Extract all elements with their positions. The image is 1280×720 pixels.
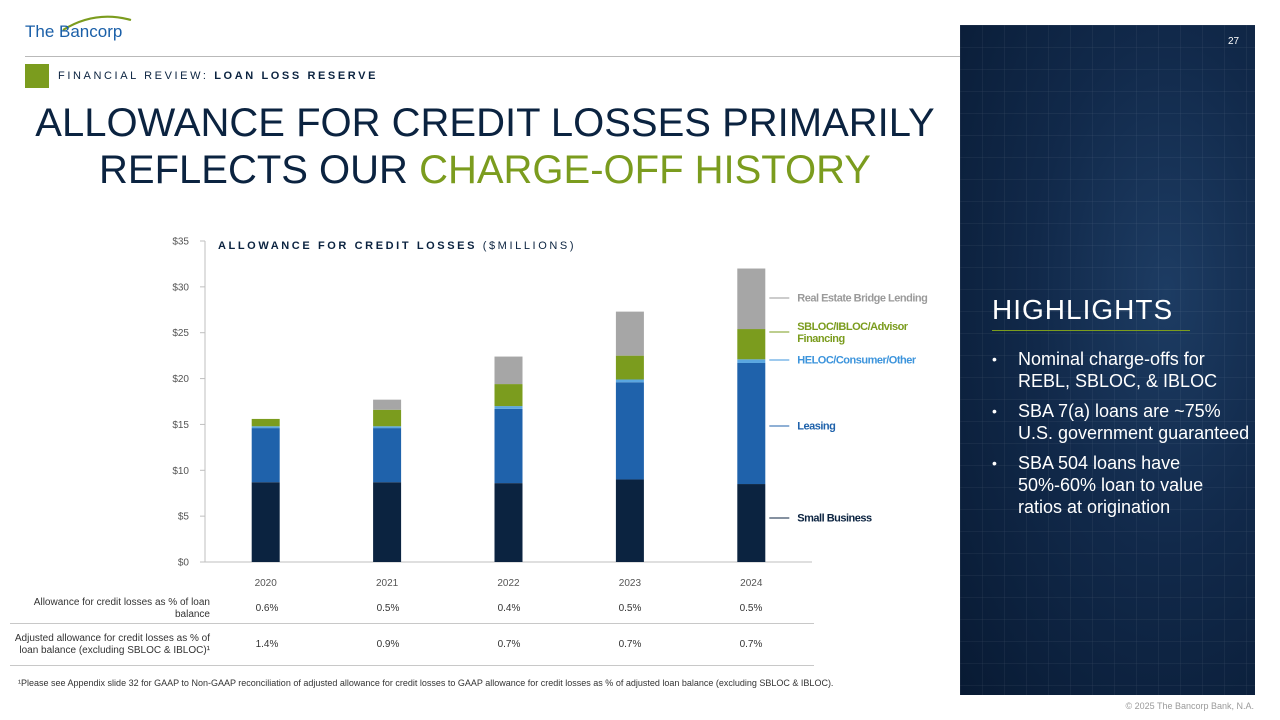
bar-segment <box>737 329 766 360</box>
table-row: Adjusted allowance for credit losses as … <box>10 624 814 666</box>
y-tick-label: $0 <box>178 558 190 569</box>
table-row-label: Allowance for credit losses as % of loan… <box>33 596 210 620</box>
bar-segment <box>737 362 766 485</box>
chart-title-main: ALLOWANCE FOR CREDIT LOSSES <box>218 240 483 252</box>
bar-segment <box>737 268 766 330</box>
legend-label: Small Business <box>797 513 872 525</box>
ratio-table: Allowance for credit losses as % of loan… <box>10 594 814 666</box>
bancorp-logo: The Bancorp <box>25 14 135 48</box>
bar-segment <box>615 479 644 562</box>
bar-segment <box>494 483 523 562</box>
table-cell: 0.9% <box>376 639 400 650</box>
table-cell: 0.5% <box>618 603 642 614</box>
bar-segment <box>615 355 644 380</box>
highlight-item: • SBA 504 loans have 50%-60% loan to valu… <box>990 452 1250 518</box>
highlights-title: HIGHLIGHTS <box>992 294 1174 325</box>
bar-segment <box>615 379 644 383</box>
bar-segment <box>494 408 523 484</box>
y-tick-label: $35 <box>172 237 189 248</box>
bar-segment <box>251 428 280 483</box>
footnote: ¹Please see Appendix slide 32 for GAAP t… <box>18 678 834 688</box>
section-label-bold: LOAN LOSS RESERVE <box>214 70 379 82</box>
chart-title-units: ($MILLIONS) <box>483 240 576 252</box>
y-tick-label: $5 <box>178 512 190 523</box>
section-label: FINANCIAL REVIEW: LOAN LOSS RESERVE <box>58 70 378 82</box>
bar-segment <box>615 311 644 356</box>
y-tick-label: $30 <box>172 282 189 293</box>
bar-segment <box>373 399 402 410</box>
page-title-highlight: CHARGE-OFF HISTORY <box>419 148 871 192</box>
highlight-item: • Nominal charge-offs for REBL, SBLOC, & … <box>990 348 1250 392</box>
section-label-prefix: FINANCIAL REVIEW: <box>58 70 215 82</box>
highlight-text: SBA 504 loans have 50%-60% loan to value… <box>1018 453 1204 517</box>
table-cell: 0.7% <box>497 639 521 650</box>
panel-background-pattern <box>960 25 1255 695</box>
bullet-icon: • <box>992 351 997 367</box>
table-cell: 0.7% <box>618 639 642 650</box>
page-number: 27 <box>1228 36 1240 47</box>
highlight-item: • SBA 7(a) loans are ~75% U.S. government… <box>990 400 1250 444</box>
highlights-list: • Nominal charge-offs for REBL, SBLOC, & … <box>990 348 1250 526</box>
bullet-icon: • <box>992 403 997 419</box>
legend-label: HELOC/Consumer/Other <box>797 355 917 367</box>
y-tick-label: $10 <box>172 466 189 477</box>
bar-segment <box>251 418 280 427</box>
page-title: ALLOWANCE FOR CREDIT LOSSES PRIMARILY RE… <box>10 100 960 194</box>
page-title-line1: ALLOWANCE FOR CREDIT LOSSES PRIMARILY <box>35 101 935 145</box>
legend-label: Leasing <box>797 421 835 433</box>
header-rule <box>25 56 1250 57</box>
bar-segment <box>494 356 523 385</box>
highlights-panel <box>960 25 1255 695</box>
section-marker <box>25 64 49 88</box>
x-tick-label: 2022 <box>497 578 520 589</box>
y-tick-label: $15 <box>172 420 189 431</box>
bar-segment <box>737 484 766 562</box>
bar-segment <box>373 426 402 429</box>
legend-label: Real Estate Bridge Lending <box>797 293 927 305</box>
bar-segment <box>494 384 523 407</box>
bar-segment <box>494 406 523 409</box>
bar-segment <box>373 482 402 562</box>
bullet-icon: • <box>992 455 997 471</box>
highlight-text: Nominal charge-offs for REBL, SBLOC, & I… <box>1018 349 1218 391</box>
legend-label: SBLOC/IBLOC/Advisor Financing <box>797 321 909 345</box>
chart-title: ALLOWANCE FOR CREDIT LOSSES ($MILLIONS) <box>218 240 576 252</box>
table-cell: 0.5% <box>376 603 400 614</box>
table-cell: 0.5% <box>739 603 763 614</box>
table-cell: 0.7% <box>739 639 763 650</box>
table-row: Allowance for credit losses as % of loan… <box>10 594 814 624</box>
logo-text: The Bancorp <box>25 22 123 41</box>
table-row-label: Adjusted allowance for credit losses as … <box>14 632 210 656</box>
x-tick-label: 2024 <box>740 578 763 589</box>
x-tick-label: 2021 <box>376 578 399 589</box>
x-tick-label: 2020 <box>255 578 278 589</box>
x-tick-label: 2023 <box>619 578 642 589</box>
bar-segment <box>373 428 402 483</box>
bar-segment <box>251 482 280 562</box>
page-title-line2: REFLECTS OUR <box>99 148 420 192</box>
bar-segment <box>615 382 644 480</box>
y-tick-label: $25 <box>172 328 189 339</box>
table-cell: 0.6% <box>255 603 279 614</box>
y-tick-label: $20 <box>172 374 189 385</box>
table-cell: 1.4% <box>255 639 279 650</box>
highlights-rule <box>992 330 1190 331</box>
bar-segment <box>251 426 280 429</box>
logo-swoosh-icon <box>62 15 132 31</box>
allowance-chart: ALLOWANCE FOR CREDIT LOSSES ($MILLIONS) $… <box>172 237 928 590</box>
table-cell: 0.4% <box>497 603 521 614</box>
bar-segment <box>737 359 766 363</box>
copyright: © 2025 The Bancorp Bank, N.A. <box>1125 701 1254 711</box>
bar-segment <box>373 409 402 427</box>
highlight-text: SBA 7(a) loans are ~75% U.S. government … <box>1018 401 1250 443</box>
